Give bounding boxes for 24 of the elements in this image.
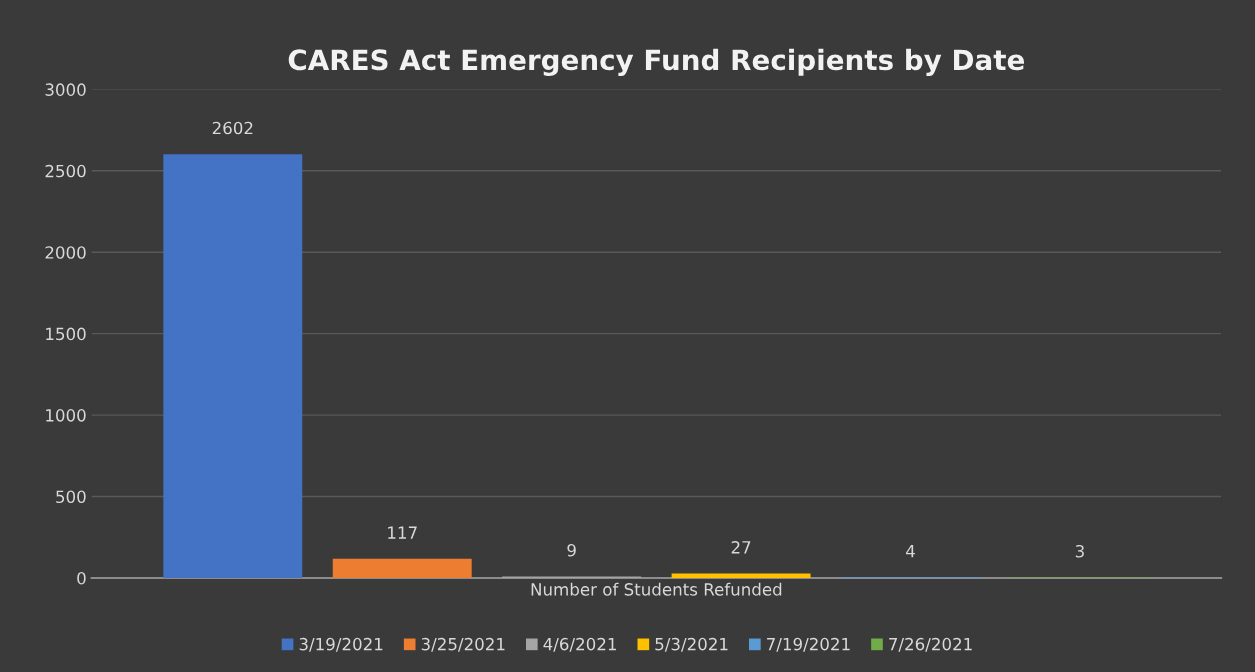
legend-label: 3/25/2021 xyxy=(421,637,505,652)
y-tick-label: 1000 xyxy=(46,409,86,422)
legend-label: 4/6/2021 xyxy=(543,637,616,652)
legend-label: 7/19/2021 xyxy=(767,637,850,652)
data-label: 4 xyxy=(906,544,915,558)
legend-label: 3/19/2021 xyxy=(299,637,383,652)
y-tick-label: 0 xyxy=(77,571,86,585)
legend-label: 5/3/2021 xyxy=(655,637,728,652)
legend-label: 7/26/2021 xyxy=(889,637,972,652)
data-label: 2602 xyxy=(212,121,253,135)
bar xyxy=(332,558,472,578)
x-tick-label: Number of Students Refunded xyxy=(531,582,782,596)
y-tick-label: 1500 xyxy=(46,327,86,341)
y-tick-label: 2000 xyxy=(45,246,86,259)
chart-title: CARES Act Emergency Fund Recipients by Date xyxy=(288,48,1025,76)
data-label: 3 xyxy=(1075,544,1084,558)
bar xyxy=(671,573,811,578)
data-label: 27 xyxy=(731,541,751,554)
y-tick-label: 500 xyxy=(56,490,86,504)
y-tick-label: 3000 xyxy=(45,83,86,96)
bar xyxy=(163,154,303,578)
y-tick-label: 2500 xyxy=(45,164,86,178)
data-label: 9 xyxy=(567,543,576,557)
data-label: 117 xyxy=(388,526,417,539)
